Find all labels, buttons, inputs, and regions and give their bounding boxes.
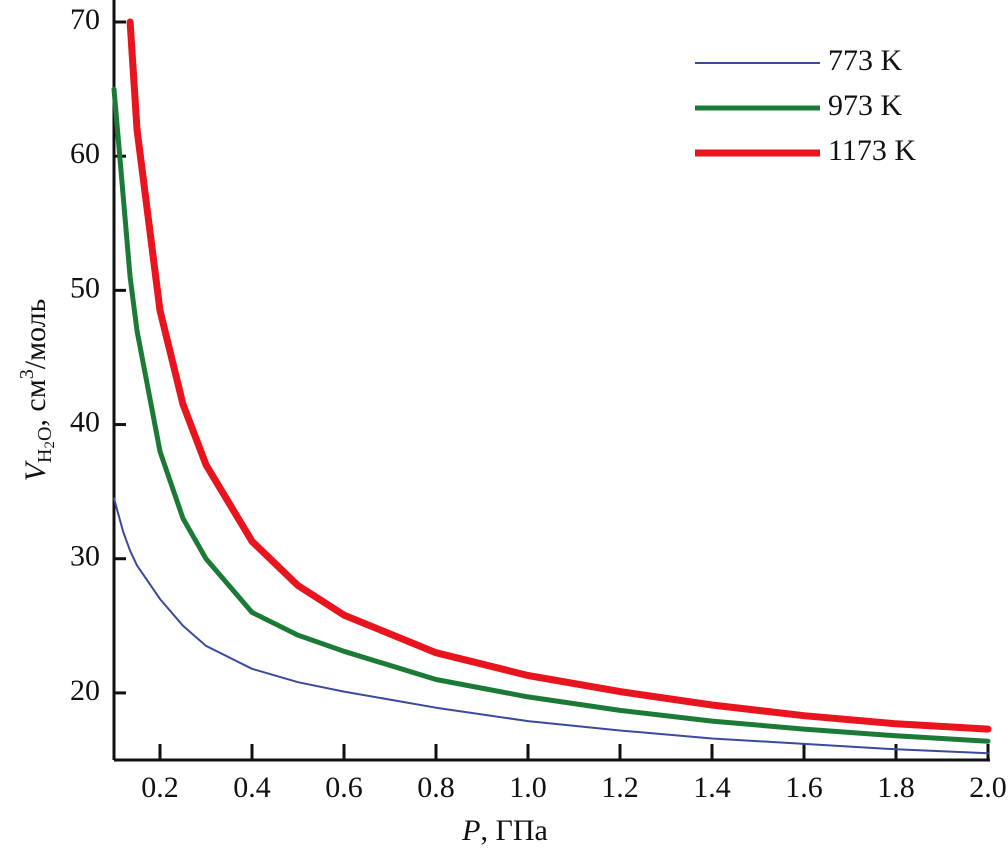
y-label-unit: /моль xyxy=(19,299,52,370)
y-label-sup: 3 xyxy=(16,369,38,379)
y-tick-label: 30 xyxy=(70,540,100,573)
x-label-text: , ГПа xyxy=(481,814,548,847)
x-tick-label: 0.4 xyxy=(233,771,271,804)
x-tick-label: 1.0 xyxy=(509,771,547,804)
y-tick-label: 60 xyxy=(70,137,100,170)
x-tick-label: 0.6 xyxy=(325,771,363,804)
y-axis-label: VH2O, см3/моль xyxy=(16,299,59,482)
legend-label: 1173 K xyxy=(828,134,916,167)
y-tick-label: 40 xyxy=(70,405,100,438)
x-tick-label: 0.8 xyxy=(417,771,455,804)
y-tick-label: 20 xyxy=(70,674,100,707)
series-line xyxy=(126,18,992,733)
x-tick-label: 0.2 xyxy=(141,771,179,804)
y-label-sub2: 2 xyxy=(42,441,58,449)
x-label-symbol: P xyxy=(461,814,480,847)
x-tick-label: 1.4 xyxy=(693,771,731,804)
y-label-sub: H xyxy=(34,449,56,463)
y-label-sub3: O xyxy=(34,427,56,441)
x-tick-label: 1.6 xyxy=(785,771,823,804)
series-line xyxy=(111,86,991,744)
x-axis-label: P, ГПа xyxy=(461,814,548,847)
y-label-text: , см xyxy=(19,379,52,426)
y-label-symbol: V xyxy=(19,459,52,481)
legend-label: 973 K xyxy=(828,89,903,122)
series-line xyxy=(113,497,989,755)
y-tick-label: 70 xyxy=(70,3,100,36)
legend-label: 773 K xyxy=(828,44,903,77)
x-tick-label: 2.0 xyxy=(969,771,1007,804)
y-tick-label: 50 xyxy=(70,271,100,304)
x-tick-label: 1.8 xyxy=(877,771,915,804)
x-tick-label: 1.2 xyxy=(601,771,639,804)
